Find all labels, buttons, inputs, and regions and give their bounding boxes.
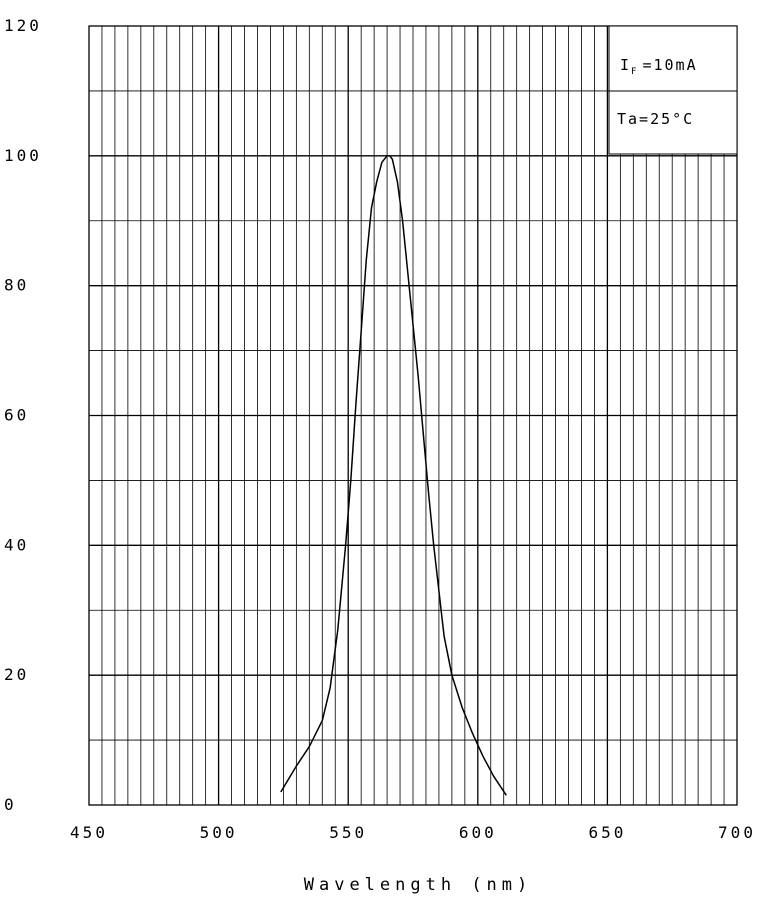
y-tick-label: 40 bbox=[4, 535, 29, 554]
x-tick-label: 450 bbox=[70, 823, 108, 842]
y-tick-label: 100 bbox=[4, 146, 42, 165]
y-tick-label: 20 bbox=[4, 665, 29, 684]
x-axis-label: Wavelength (nm) bbox=[304, 875, 533, 895]
y-tick-label: 120 bbox=[4, 16, 42, 35]
series-layer bbox=[280, 155, 507, 796]
plot-border bbox=[88, 25, 738, 806]
relative-intensity-curve bbox=[280, 155, 507, 796]
annotation-temperature: Ta=25°C bbox=[617, 110, 694, 128]
y-tick-label: 60 bbox=[4, 406, 29, 425]
x-axis-ticks: 450 500 550 600 650 700 bbox=[70, 823, 756, 842]
annotation-current-subscript: F bbox=[631, 67, 638, 77]
plot-frame bbox=[88, 25, 738, 806]
condition-annotation-box: IF =10mA Ta=25°C bbox=[608, 25, 738, 155]
x-tick-label: 600 bbox=[459, 823, 497, 842]
annotation-current: IF =10mA bbox=[620, 56, 698, 77]
x-tick-label: 700 bbox=[718, 823, 756, 842]
y-tick-label: 80 bbox=[4, 276, 29, 295]
annotation-current-symbol: I bbox=[620, 56, 631, 74]
annotation-current-value: =10mA bbox=[642, 56, 697, 74]
chart-grid bbox=[89, 26, 737, 805]
x-tick-label: 500 bbox=[200, 823, 238, 842]
y-axis-ticks: 0 20 40 60 80 100 120 bbox=[4, 16, 42, 814]
x-tick-label: 550 bbox=[329, 823, 367, 842]
y-tick-label: 0 bbox=[4, 795, 17, 814]
x-tick-label: 650 bbox=[588, 823, 626, 842]
annotation-box-frame bbox=[608, 25, 738, 155]
